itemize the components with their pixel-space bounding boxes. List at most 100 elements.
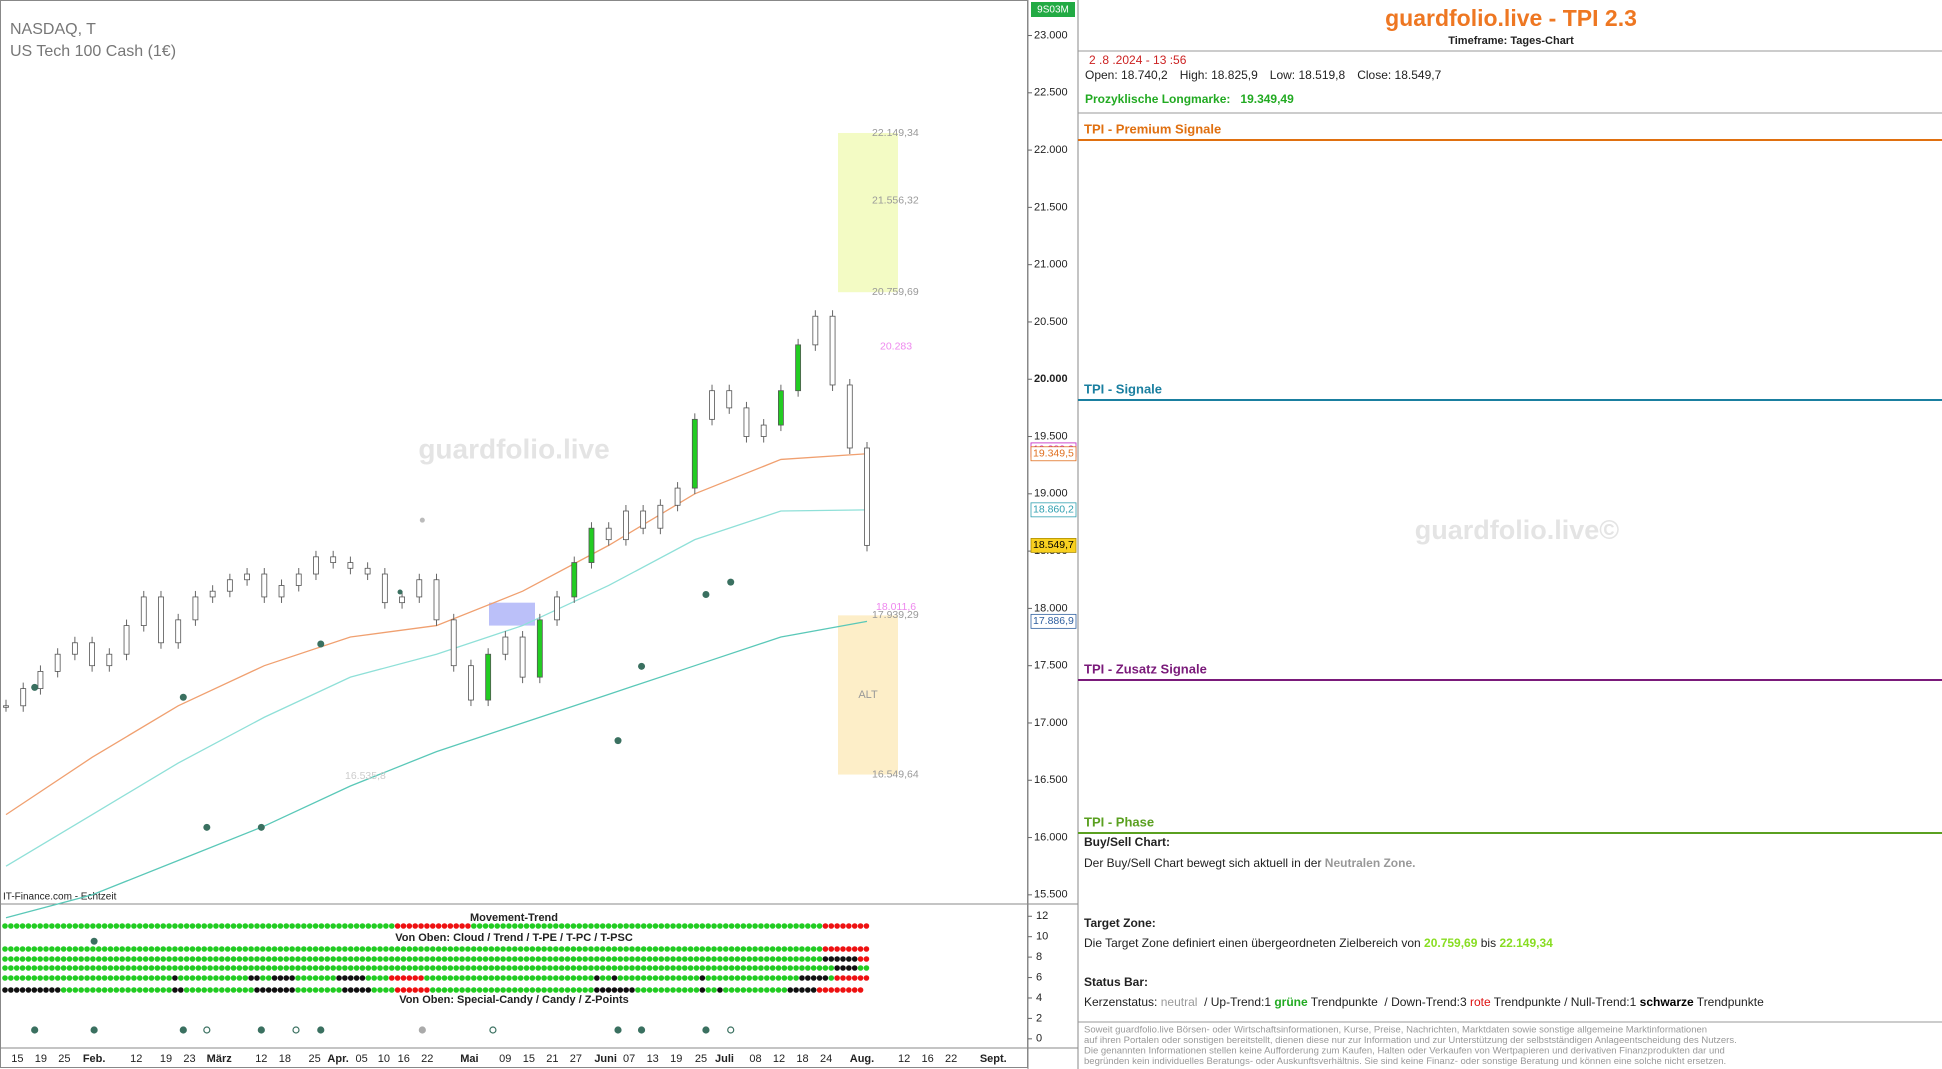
trend-dot: [31, 946, 38, 952]
trend-dot: [453, 946, 460, 952]
status-segment: neutral: [1161, 995, 1198, 1009]
trend-dot: [512, 946, 518, 952]
trend-dot: [465, 965, 471, 971]
trend-dot: [623, 965, 629, 971]
trend-dot: [599, 975, 606, 981]
trend-dot: [19, 987, 26, 993]
trend-dot: [306, 946, 313, 952]
trend-dot: [342, 956, 348, 962]
signal-dot: [638, 662, 646, 670]
trend-dot: [564, 965, 571, 971]
candle: [123, 625, 130, 655]
trend-dot: [576, 965, 583, 971]
trend-dot: [43, 965, 49, 971]
trend-dot: [119, 975, 125, 981]
trend-dot: [142, 956, 149, 962]
price-tag-label: 19.349,5: [1033, 448, 1074, 460]
trend-dot: [535, 975, 542, 981]
y-tick-label: 22.000: [1034, 144, 1068, 156]
trend-dot: [312, 975, 319, 981]
trend-dot: [230, 975, 237, 981]
trend-dot: [846, 975, 852, 981]
trend-dot: [201, 987, 208, 993]
trend-dot: [160, 923, 167, 929]
trend-dot: [406, 975, 413, 981]
trend-dot: [764, 956, 770, 962]
trend-dot: [851, 946, 858, 952]
trend-dot: [43, 987, 49, 993]
trend-dot: [37, 987, 43, 993]
close: Close: 18.549,7: [1357, 68, 1441, 82]
trend-dot: [570, 956, 577, 962]
trend-dot: [758, 975, 764, 981]
trend-dot: [459, 923, 465, 929]
trend-dot: [377, 956, 383, 962]
trend-dot: [558, 946, 565, 952]
trend-dot: [119, 923, 125, 929]
trend-dot: [336, 965, 342, 971]
trend-dot: [324, 965, 331, 971]
candle: [778, 390, 784, 426]
trend-dot: [60, 975, 67, 981]
trend-dot: [224, 987, 231, 993]
trend-dot: [840, 956, 846, 962]
trend-dot: [265, 975, 272, 981]
trend-dot: [699, 965, 706, 971]
trend-dot: [189, 965, 196, 971]
trend-dot: [459, 965, 465, 971]
status-segment: Trendpunkte / Down-Trend:3: [1308, 995, 1470, 1009]
trend-dot: [154, 923, 161, 929]
status-segment: Trendpunkte / Null-Trend:1: [1491, 995, 1640, 1009]
trend-dot: [488, 987, 495, 993]
trend-dot: [107, 975, 114, 981]
trend-dot: [769, 987, 776, 993]
trend-dot: [219, 923, 225, 929]
trend-dot: [377, 975, 383, 981]
trend-dot: [605, 956, 612, 962]
trend-dot: [857, 975, 864, 981]
trend-dot: [740, 923, 747, 929]
trend-dot: [183, 965, 190, 971]
status-text: Kerzenstatus: neutral / Up-Trend:1 grüne…: [1084, 995, 1764, 1009]
trend-dot: [594, 956, 600, 962]
trend-dot: [195, 956, 202, 962]
trend-dot: [95, 956, 102, 962]
trend-dot: [101, 975, 108, 981]
trend-dot: [95, 975, 102, 981]
trend-dot: [424, 965, 430, 971]
trend-dot: [547, 956, 553, 962]
trend-dot: [711, 975, 717, 981]
trend-dot: [78, 946, 84, 952]
trend-dot: [769, 946, 776, 952]
trend-dot: [646, 956, 653, 962]
y-tick-label: 19.500: [1034, 430, 1068, 442]
signal-dot: [317, 640, 325, 648]
level-label: 20.283: [880, 341, 912, 353]
trend-dot: [541, 923, 547, 929]
trend-dot: [588, 987, 594, 993]
trend-dot: [500, 975, 506, 981]
trend-dot: [388, 965, 395, 971]
trend-dot: [447, 946, 454, 952]
trend-dot: [371, 956, 377, 962]
trend-dot: [851, 965, 858, 971]
trend-dot: [611, 946, 618, 952]
trend-dot: [846, 923, 852, 929]
signal-dot: [702, 590, 710, 598]
trend-dot: [699, 975, 706, 981]
text: Der Buy/Sell Chart bewegt sich aktuell i…: [1084, 856, 1321, 870]
trend-dot: [172, 975, 178, 981]
trend-dot: [289, 987, 295, 993]
trend-dot: [172, 923, 178, 929]
trend-dot: [793, 923, 799, 929]
longmarke-label: Prozyklische Longmarke:: [1085, 92, 1230, 106]
trend-dot: [101, 946, 108, 952]
trend-dot: [260, 975, 266, 981]
trend-dot: [271, 975, 278, 981]
trend-dot: [582, 923, 588, 929]
trend-dot: [131, 923, 137, 929]
trend-dot: [471, 975, 477, 981]
trend-dot: [347, 987, 354, 993]
trend-dot: [412, 956, 419, 962]
trend-dot: [119, 987, 125, 993]
